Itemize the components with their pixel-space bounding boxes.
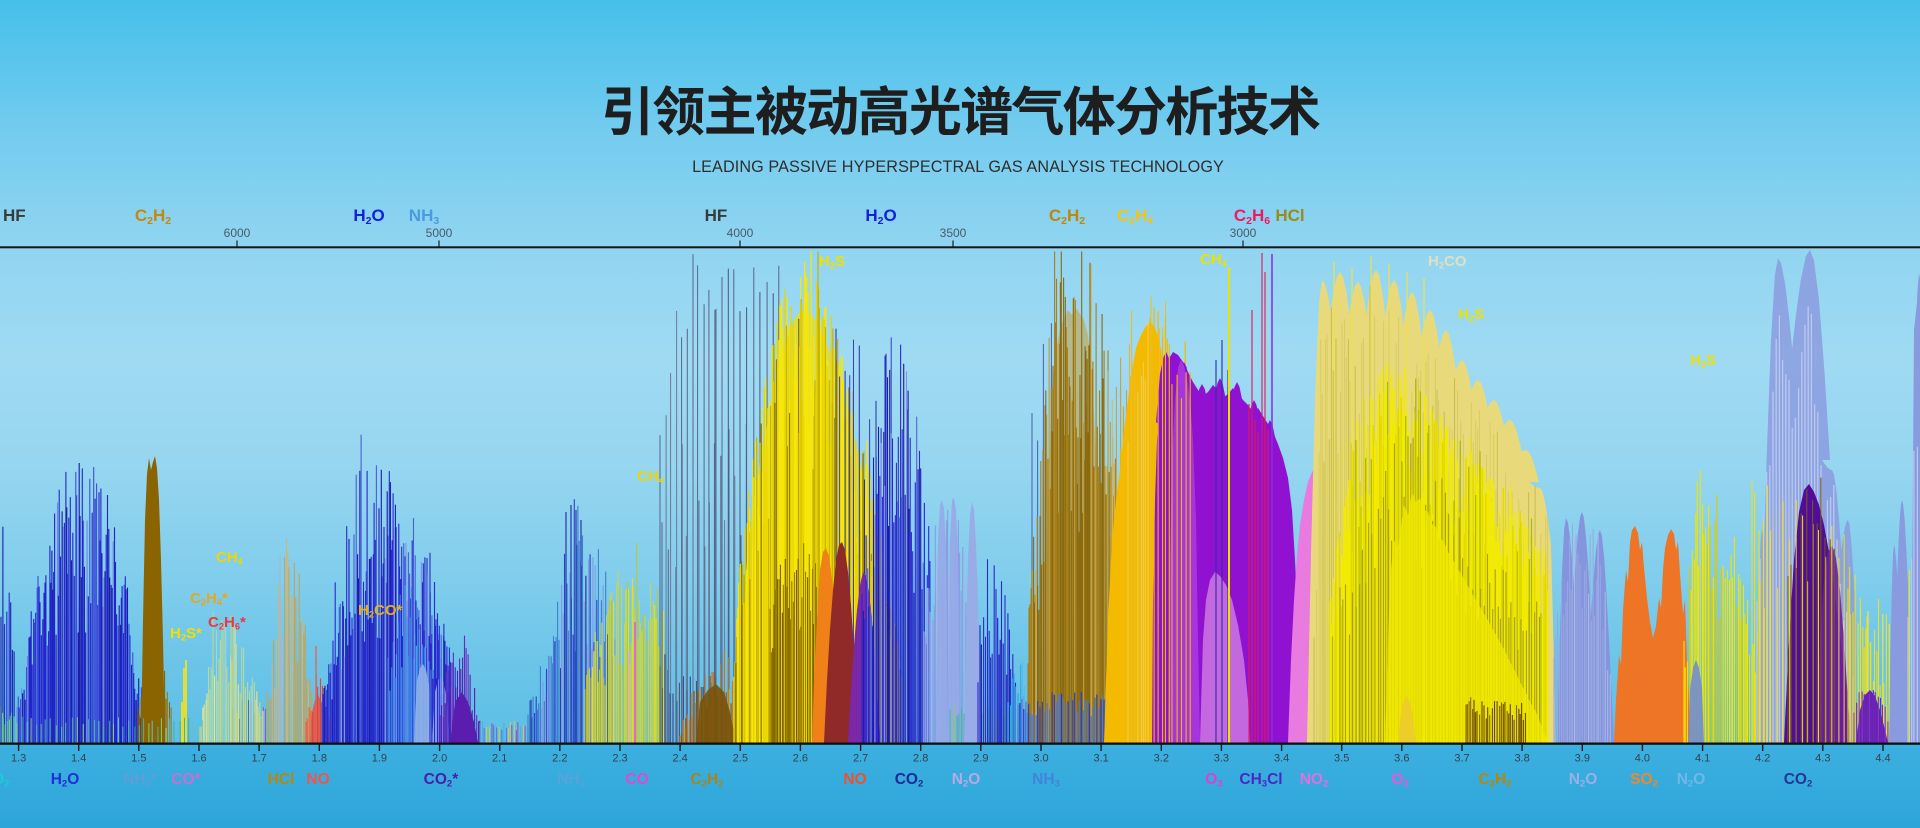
- svg-text:NO: NO: [306, 771, 329, 788]
- svg-text:1.6: 1.6: [191, 753, 206, 765]
- svg-text:CH3Cl: CH3Cl: [1239, 771, 1282, 790]
- svg-text:O2: O2: [0, 771, 9, 790]
- svg-text:H2S: H2S: [1458, 306, 1484, 324]
- svg-text:1.5: 1.5: [131, 753, 146, 765]
- svg-text:5000: 5000: [426, 226, 453, 240]
- svg-text:2.2: 2.2: [552, 753, 567, 765]
- svg-text:HF: HF: [705, 206, 728, 225]
- svg-text:C2H6: C2H6: [1234, 206, 1270, 227]
- svg-text:1.8: 1.8: [312, 753, 327, 765]
- svg-text:CH4: CH4: [637, 468, 665, 486]
- svg-text:C2H4: C2H4: [1117, 206, 1153, 227]
- svg-text:N2O: N2O: [1677, 771, 1706, 790]
- svg-text:HCl: HCl: [1275, 206, 1304, 225]
- svg-text:N2O: N2O: [1569, 771, 1598, 790]
- svg-text:3.9: 3.9: [1575, 753, 1590, 765]
- svg-text:3.1: 3.1: [1093, 753, 1108, 765]
- svg-text:1.9: 1.9: [372, 753, 387, 765]
- svg-text:C2H4*: C2H4*: [190, 590, 228, 608]
- svg-text:SO2: SO2: [1630, 771, 1658, 790]
- svg-text:6000: 6000: [224, 226, 251, 240]
- svg-text:H2CO*: H2CO*: [358, 602, 403, 620]
- svg-text:HF: HF: [3, 206, 26, 225]
- svg-text:CO*: CO*: [171, 771, 201, 788]
- svg-text:1.7: 1.7: [251, 753, 266, 765]
- svg-text:H2S: H2S: [819, 253, 845, 271]
- svg-text:NH3: NH3: [409, 206, 440, 227]
- svg-text:O3: O3: [1391, 771, 1408, 790]
- svg-text:2.8: 2.8: [913, 753, 928, 765]
- svg-text:2.6: 2.6: [793, 753, 808, 765]
- svg-text:H2S*: H2S*: [170, 625, 202, 643]
- svg-text:CO2: CO2: [1784, 771, 1813, 790]
- svg-text:2.1: 2.1: [492, 753, 507, 765]
- svg-text:3.7: 3.7: [1454, 753, 1469, 765]
- svg-text:CH4: CH4: [1200, 251, 1228, 269]
- svg-text:3.0: 3.0: [1033, 753, 1048, 765]
- svg-text:CO2*: CO2*: [424, 771, 460, 790]
- svg-text:2.5: 2.5: [733, 753, 748, 765]
- svg-text:NH3: NH3: [557, 771, 585, 790]
- svg-text:C2H2: C2H2: [135, 206, 171, 227]
- svg-text:2.4: 2.4: [672, 753, 687, 765]
- svg-text:H2S: H2S: [1690, 352, 1716, 370]
- svg-text:CO2: CO2: [895, 771, 924, 790]
- svg-text:4.1: 4.1: [1695, 753, 1710, 765]
- svg-text:1.3: 1.3: [11, 753, 26, 765]
- svg-text:3.3: 3.3: [1214, 753, 1229, 765]
- svg-text:3.6: 3.6: [1394, 753, 1409, 765]
- svg-text:CH4: CH4: [216, 549, 244, 567]
- svg-text:C2H2: C2H2: [1049, 206, 1085, 227]
- svg-text:C2H2: C2H2: [690, 771, 723, 790]
- svg-text:1.4: 1.4: [71, 753, 86, 765]
- svg-text:H2O: H2O: [51, 771, 80, 790]
- svg-text:H2O: H2O: [353, 206, 384, 227]
- svg-text:NH3*: NH3*: [123, 771, 158, 790]
- svg-text:C2H6*: C2H6*: [208, 614, 246, 632]
- svg-text:2.3: 2.3: [612, 753, 627, 765]
- svg-text:4000: 4000: [727, 226, 754, 240]
- svg-text:3.2: 3.2: [1154, 753, 1169, 765]
- svg-text:4.4: 4.4: [1875, 753, 1890, 765]
- svg-text:O3: O3: [1205, 771, 1222, 790]
- svg-text:2.7: 2.7: [853, 753, 868, 765]
- svg-text:3000: 3000: [1230, 226, 1257, 240]
- svg-text:NO: NO: [843, 771, 866, 788]
- svg-text:LEADING PASSIVE HYPERSPECTRAL: LEADING PASSIVE HYPERSPECTRAL GAS ANALYS…: [692, 158, 1224, 176]
- svg-text:4.3: 4.3: [1815, 753, 1830, 765]
- svg-text:3.5: 3.5: [1334, 753, 1349, 765]
- svg-text:4.0: 4.0: [1635, 753, 1650, 765]
- svg-text:NO2: NO2: [1300, 771, 1329, 790]
- svg-text:3.8: 3.8: [1514, 753, 1529, 765]
- svg-text:C2H2: C2H2: [1478, 771, 1511, 790]
- svg-text:CO: CO: [625, 771, 648, 788]
- svg-text:N2O: N2O: [952, 771, 981, 790]
- svg-text:HCl: HCl: [268, 771, 295, 788]
- svg-text:4.2: 4.2: [1755, 753, 1770, 765]
- svg-text:H2CO: H2CO: [1428, 253, 1467, 271]
- svg-text:3.4: 3.4: [1274, 753, 1289, 765]
- svg-text:2.9: 2.9: [973, 753, 988, 765]
- svg-text:3500: 3500: [940, 226, 967, 240]
- svg-text:2.0: 2.0: [432, 753, 447, 765]
- svg-text:NH3: NH3: [1032, 771, 1060, 790]
- svg-text:H2O: H2O: [865, 206, 896, 227]
